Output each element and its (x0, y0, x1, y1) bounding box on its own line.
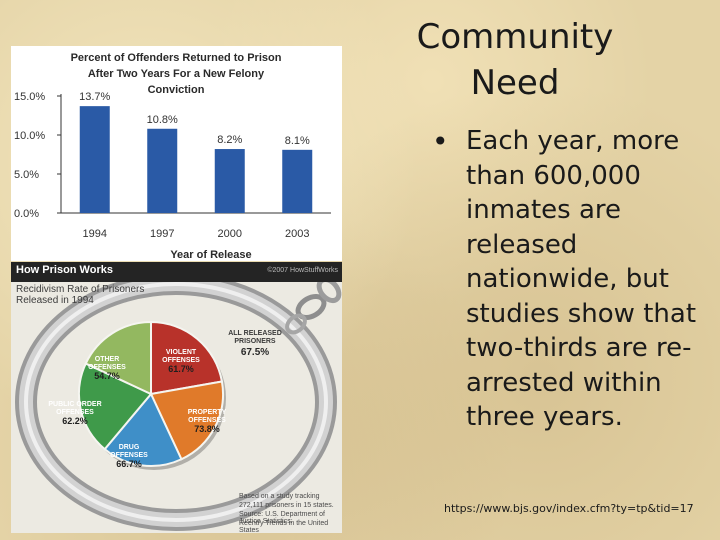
chart-title-line-2: After Two Years For a New Felony (88, 68, 265, 80)
pie-label: OFFENSES (56, 409, 94, 416)
bar-value-label: 10.8% (147, 114, 178, 126)
note-line-2: 272,111 prisoners in 15 states. (239, 502, 334, 509)
infographic-copyright: ©2007 HowStuffWorks (267, 267, 338, 274)
infographic-subtitle: Recidivism Rate of Prisoners Released in… (16, 284, 206, 306)
pie-slice-other (84, 320, 152, 396)
pie-label: DRUG (119, 444, 140, 451)
pie-value-label: 73.8% (194, 424, 220, 434)
all-released-value: 67.5% (241, 347, 269, 358)
all-released-label: ALL RELEASED (228, 330, 282, 337)
chart-title-line-1: Percent of Offenders Returned to Prison (71, 52, 282, 64)
bar-value-label: 8.2% (217, 134, 242, 146)
bar-2003 (282, 149, 313, 213)
x-tick-label: 1997 (150, 228, 174, 240)
pie-slice-drug (103, 392, 183, 467)
bullet-icon: • (432, 125, 449, 158)
y-tick-label: 10.0% (14, 130, 45, 142)
bar-1994 (79, 106, 110, 213)
bar-2000 (214, 149, 245, 213)
pie-slice-property (149, 380, 224, 461)
x-tick-label: 1994 (83, 228, 107, 240)
bar-1997 (147, 128, 178, 213)
pie-label: OFFENSES (162, 357, 200, 364)
pie-label: OFFENSES (88, 364, 126, 371)
bar-value-label: 13.7% (79, 91, 110, 103)
pie-label: OFFENSES (188, 417, 226, 424)
pie-value-label: 54.7% (94, 371, 120, 381)
x-tick-label: 2003 (285, 228, 309, 240)
note-line-3: Source: U.S. Department of Justice Stati… (239, 511, 325, 525)
x-axis-title: Year of Release (170, 249, 251, 261)
pie-label: PUBLIC ORDER (48, 401, 101, 408)
y-tick-label: 15.0% (14, 91, 45, 103)
pie-value-label: 62.2% (62, 416, 88, 426)
bullet-text: Each year, more than 600,000 inmates are… (466, 126, 697, 432)
bar-value-label: 8.1% (285, 135, 310, 147)
how-prison-works-infographic: VIOLENT OFFENSES 61.7% PROPERTY OFFENSES 73.8… (11, 262, 342, 533)
source-url: https://www.bjs.gov/index.cfm?ty=tp&tid=… (444, 502, 694, 515)
pie-slice-public-order (78, 362, 153, 451)
subtitle-line-1: Recidivism Rate of Prisoners (16, 284, 145, 295)
recidivism-bar-chart: Percent of Offenders Returned to Prison A… (11, 46, 342, 261)
handcuffs-icon (15, 273, 342, 531)
all-released-label: PRISONERS (234, 338, 276, 345)
pie-label: OFFENSES (110, 452, 148, 459)
pie-slice-violent (150, 320, 224, 396)
pie-label: PROPERTY (188, 409, 227, 416)
note-line-4: Reentry Trends in the United States (239, 520, 329, 533)
pie-label: VIOLENT (166, 349, 197, 356)
title-line-2: Need (470, 63, 560, 103)
y-tick-label: 0.0% (14, 208, 39, 220)
infographic-header: How Prison Works ©2007 HowStuffWorks (11, 262, 342, 282)
pie-label: OTHER (95, 356, 120, 363)
subtitle-line-2: Released in 1994 (16, 295, 94, 306)
infographic-title: How Prison Works (16, 264, 113, 276)
pie-value-label: 66.7% (116, 459, 142, 469)
note-line-1: Based on a study tracking (239, 493, 320, 500)
chart-title-line-3: Conviction (148, 84, 205, 96)
y-tick-label: 5.0% (14, 169, 39, 181)
slide-title: Community Need (405, 14, 625, 106)
title-line-1: Community (416, 17, 614, 57)
pie-value-label: 61.7% (168, 364, 194, 374)
x-tick-label: 2000 (218, 228, 242, 240)
